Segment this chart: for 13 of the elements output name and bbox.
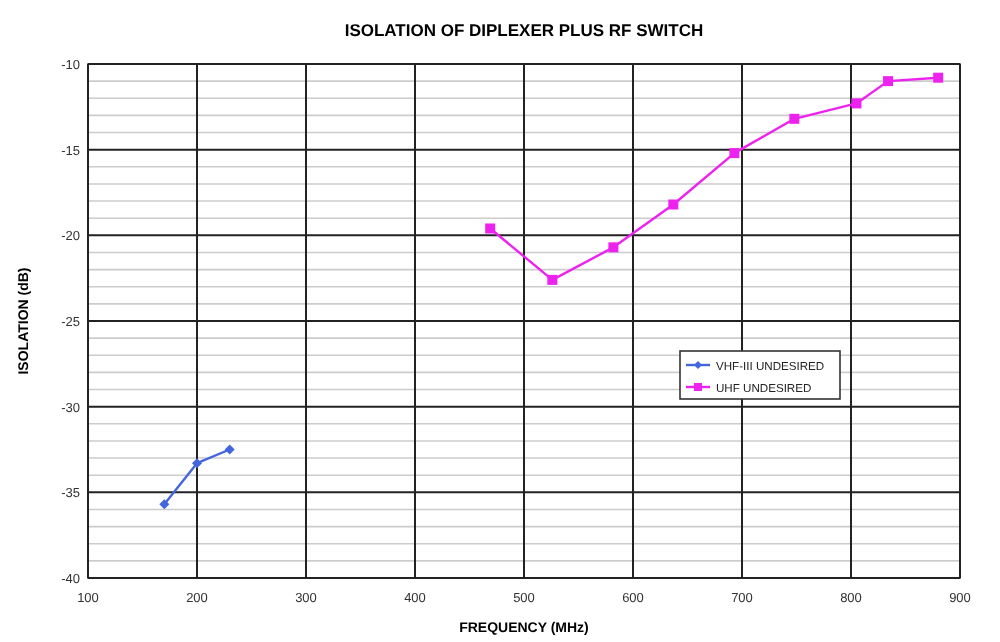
point: [608, 242, 619, 253]
point: [851, 98, 862, 109]
point: [729, 148, 740, 159]
point: [192, 458, 202, 469]
point: [547, 274, 558, 285]
point: [933, 72, 944, 83]
point: [668, 199, 679, 210]
point: [159, 499, 170, 510]
point: [883, 76, 894, 87]
point: [485, 223, 496, 234]
chart-title: ISOLATION OF DIPLEXER PLUS RF SWITCH: [344, 20, 704, 40]
point: [789, 113, 800, 124]
point: [224, 444, 235, 455]
